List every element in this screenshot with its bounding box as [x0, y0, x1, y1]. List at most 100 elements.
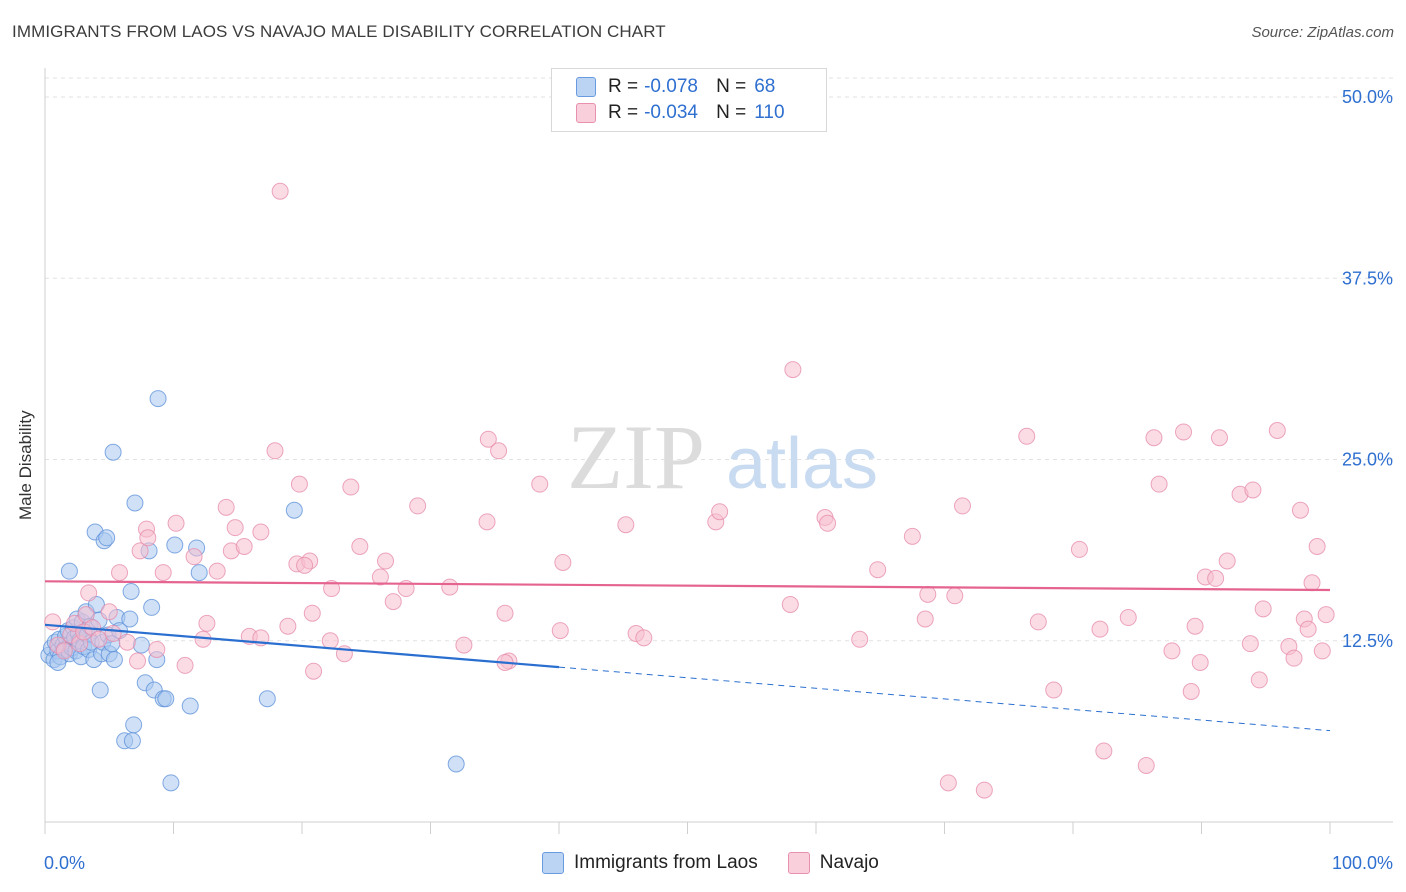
navajo-point — [1303, 574, 1321, 592]
navajo-point — [479, 430, 497, 448]
navajo-point — [946, 587, 964, 605]
navajo-point — [903, 527, 921, 545]
laos-point — [258, 690, 276, 708]
legend-r-label: R = — [608, 102, 639, 123]
navajo-point — [154, 564, 172, 582]
legend-swatch-navajo — [576, 103, 596, 123]
legend-row-navajo: R = -0.034 N = 110 — [576, 101, 785, 125]
navajo-point — [939, 774, 957, 792]
navajo-point — [271, 182, 289, 200]
laos-point — [166, 536, 184, 554]
navajo-point — [1191, 654, 1209, 671]
axes — [44, 68, 1393, 834]
legend-r-value-navajo: -0.034 — [644, 102, 698, 123]
navajo-point — [90, 630, 108, 648]
laos-point — [447, 755, 465, 773]
navajo-point — [1150, 475, 1168, 493]
watermark-zip: ZIP — [567, 406, 705, 508]
navajo-point — [1070, 540, 1088, 558]
x-tick-label-min: 0.0% — [44, 853, 85, 873]
navajo-point — [1018, 427, 1036, 445]
navajo-point — [1313, 642, 1331, 660]
series-legend-item-navajo: Navajo — [787, 852, 879, 874]
navajo-point — [711, 503, 729, 521]
x-tick-label-max: 100.0% — [1332, 853, 1393, 873]
navajo-point — [290, 475, 308, 493]
navajo-point — [371, 568, 389, 586]
legend-n-label: N = — [716, 102, 747, 123]
navajo-point — [208, 562, 226, 580]
navajo-point — [1244, 481, 1262, 499]
laos-point — [105, 651, 123, 669]
chart-title: IMMIGRANTS FROM LAOS VS NAVAJO MALE DISA… — [12, 22, 666, 41]
navajo-point — [916, 610, 934, 628]
laos-trend-line-extrapolated — [558, 666, 1331, 732]
series-legend-item-laos: Immigrants from Laos — [542, 852, 758, 874]
navajo-point — [148, 640, 166, 658]
y-tick-label: 25.0% — [1342, 450, 1393, 470]
navajo-point — [303, 604, 321, 622]
navajo-point — [44, 613, 62, 631]
navajo-point — [496, 604, 514, 622]
data-points — [40, 182, 1335, 799]
navajo-point — [409, 497, 427, 515]
navajo-point — [104, 625, 122, 642]
series-legend: Immigrants from Laos Navajo — [542, 852, 909, 874]
navajo-point — [384, 593, 402, 611]
navajo-point — [235, 538, 253, 555]
navajo-point — [139, 529, 157, 547]
navajo-point — [1175, 423, 1193, 441]
legend-n-value-laos: 68 — [754, 76, 776, 97]
laos-point — [91, 681, 109, 699]
series-label-laos: Immigrants from Laos — [574, 852, 758, 873]
legend-row-laos: R = -0.078 N = 68 — [576, 75, 775, 99]
navajo-point — [490, 442, 508, 460]
navajo-point — [819, 514, 837, 532]
legend-swatch-laos — [576, 77, 596, 97]
laos-point — [121, 610, 139, 628]
navajo-point — [167, 514, 185, 532]
navajo-trend-line — [44, 580, 1331, 592]
y-tick-label: 50.0% — [1342, 87, 1393, 107]
laos-point — [285, 501, 303, 519]
navajo-point — [1119, 609, 1137, 627]
navajo-point — [342, 478, 360, 496]
navajo-point — [377, 552, 395, 570]
navajo-point — [111, 564, 129, 582]
navajo-point — [131, 542, 149, 560]
legend-r-value-laos: -0.078 — [644, 76, 698, 97]
navajo-point — [1241, 635, 1259, 653]
series-label-navajo: Navajo — [819, 852, 879, 873]
laos-point — [123, 732, 141, 750]
laos-point — [60, 562, 78, 580]
laos-point — [190, 564, 208, 582]
navajo-point — [1145, 429, 1163, 447]
navajo-point — [1308, 538, 1326, 555]
navajo-point — [1182, 683, 1200, 700]
legend-n-label: N = — [716, 76, 747, 97]
navajo-point — [305, 662, 323, 680]
source-note: Source: ZipAtlas.com — [1251, 24, 1394, 41]
navajo-point — [478, 513, 496, 531]
laos-point — [125, 716, 143, 734]
navajo-point — [129, 652, 147, 670]
series-swatch-navajo — [787, 852, 810, 874]
correlation-legend: R = -0.078 N = 68 R = -0.034 N = 110 — [551, 68, 827, 132]
series-swatch-laos — [542, 852, 564, 874]
laos-point — [98, 529, 116, 547]
navajo-point — [851, 630, 869, 648]
navajo-point — [1299, 620, 1317, 638]
navajo-point — [635, 629, 653, 647]
watermark-atlas: atlas — [726, 424, 878, 504]
laos-point — [181, 697, 199, 715]
navajo-point — [975, 781, 993, 799]
navajo-point — [100, 603, 118, 621]
navajo-point — [185, 548, 203, 566]
navajo-point — [1095, 742, 1113, 760]
gridlines — [45, 77, 1393, 642]
navajo-point — [217, 498, 235, 516]
navajo-point — [441, 578, 459, 596]
navajo-point — [266, 442, 284, 460]
navajo-point — [1285, 649, 1303, 667]
legend-r-label: R = — [608, 76, 639, 97]
